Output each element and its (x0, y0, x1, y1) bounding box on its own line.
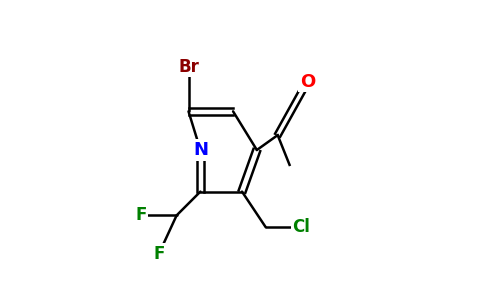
Text: O: O (300, 73, 315, 91)
Text: Cl: Cl (292, 218, 310, 236)
Text: Br: Br (178, 58, 199, 76)
Text: N: N (193, 141, 208, 159)
Text: F: F (135, 206, 147, 224)
Text: F: F (153, 245, 165, 263)
